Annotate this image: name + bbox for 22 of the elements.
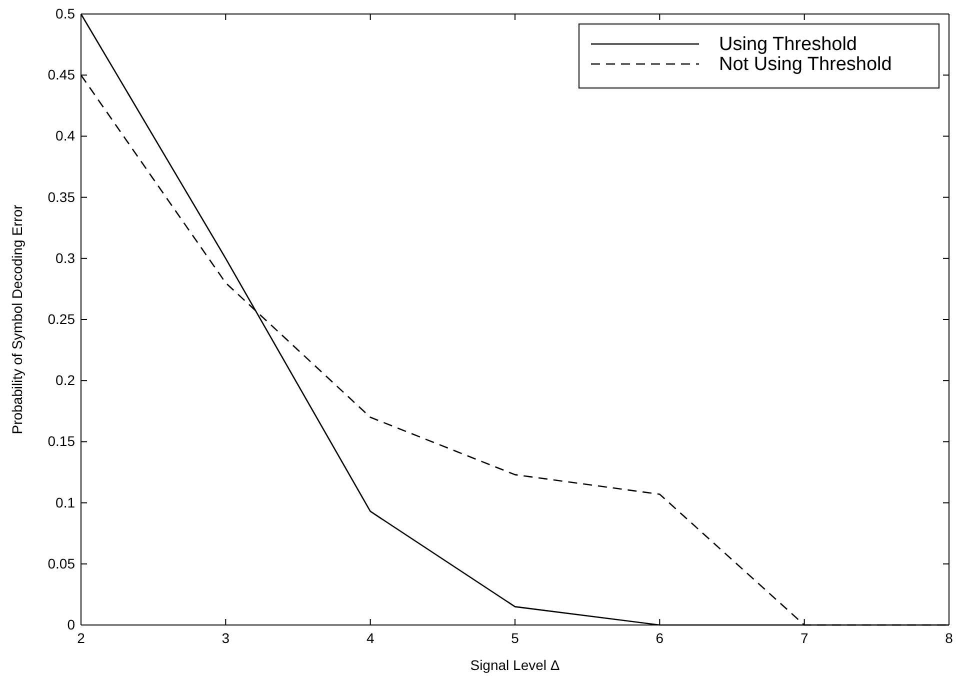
x-tick-label: 5: [511, 630, 520, 646]
y-axis-title: Probability of Symbol Decoding Error: [9, 204, 25, 434]
y-tick-label: 0.3: [56, 250, 76, 266]
y-tick-label: 0.45: [48, 66, 76, 83]
x-tick-label: 8: [945, 630, 954, 646]
x-tick-label: 6: [656, 630, 664, 646]
y-tick-label: 0.35: [48, 188, 76, 205]
x-axis-title: Signal Level Δ: [470, 657, 560, 673]
y-tick-label: 0.4: [56, 128, 76, 144]
y-tick-label: 0.5: [56, 5, 76, 22]
y-tick-label: 0: [67, 616, 76, 632]
x-tick-label: 7: [800, 630, 808, 646]
y-tick-label: 0.25: [48, 310, 76, 327]
legend-label: Using Threshold: [719, 34, 858, 55]
x-tick-label: 4: [366, 630, 374, 646]
x-tick-label: 3: [222, 630, 230, 646]
x-tick-label: 2: [77, 630, 86, 646]
y-tick-label: 0.1: [56, 494, 76, 510]
y-tick-label: 0.05: [48, 555, 76, 572]
y-tick-label: 0.15: [48, 433, 76, 450]
y-tick-label: 0.2: [56, 372, 76, 388]
text: Not Using Threshold: [719, 54, 892, 75]
